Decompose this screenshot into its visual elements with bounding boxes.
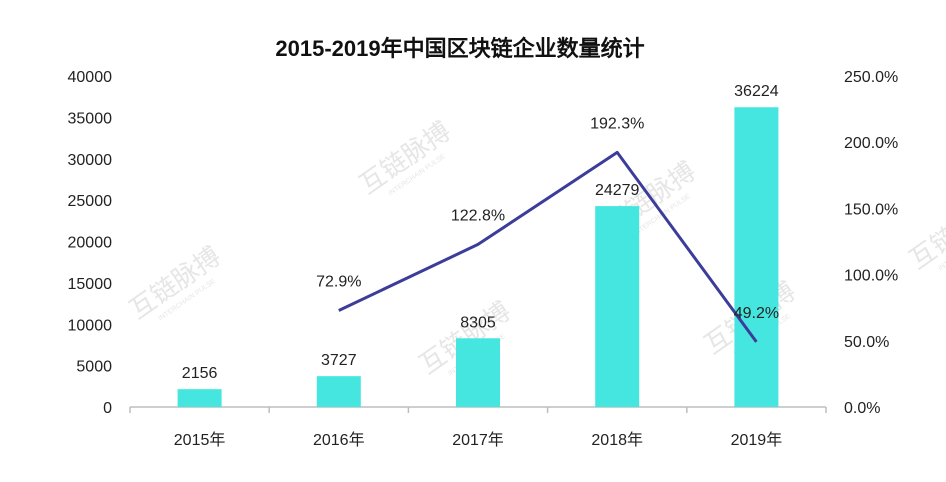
bar-value-label: 24279 [595, 182, 640, 199]
line-series [338, 150, 758, 343]
left-axis-tick-label: 10000 [68, 317, 113, 334]
x-axis-category-label: 2017年 [452, 431, 504, 449]
x-axis-ticks [129, 407, 827, 413]
right-axis-tick-label: 100.0% [844, 268, 898, 285]
right-axis-tick-label: 150.0% [844, 201, 898, 218]
bar-value-labels: 2156 3727 8305 24279 36224 [182, 83, 779, 382]
bar [595, 206, 640, 407]
line-value-label: 122.8% [451, 207, 505, 224]
left-axis-tick-label: 20000 [68, 235, 113, 252]
bar [456, 338, 500, 407]
line-value-labels: 72.9% 122.8% 192.3% 49.2% [316, 115, 779, 321]
chart-title: 2015-2019年中国区块链企业数量统计 [275, 36, 644, 61]
right-axis-labels: 0.0% 50.0% 100.0% 150.0% 200.0% 250.0% [844, 69, 898, 417]
left-axis-tick-label: 5000 [76, 359, 112, 376]
bar [734, 107, 779, 407]
bar-series [177, 107, 779, 407]
bar [177, 389, 222, 407]
right-axis-tick-label: 0.0% [844, 400, 880, 417]
right-axis-tick-label: 50.0% [844, 334, 889, 351]
x-axis-category-label: 2018年 [591, 431, 643, 449]
x-axis-labels: 2015年 2016年 2017年 2018年 2019年 [174, 431, 782, 449]
x-axis-category-label: 2016年 [313, 431, 365, 449]
watermark-text: 互链脉搏 [904, 191, 946, 275]
left-axis-tick-label: 0 [103, 400, 112, 417]
left-axis-labels: 0 5000 10000 15000 20000 25000 30000 35000 40000 [68, 69, 113, 417]
left-axis-tick-label: 35000 [68, 110, 113, 127]
line-value-label: 192.3% [590, 115, 644, 132]
bar-value-label: 3727 [321, 352, 357, 369]
bar-value-label: 36224 [734, 83, 779, 100]
line-value-label: 72.9% [316, 273, 361, 290]
bar [316, 376, 361, 407]
bar-value-label: 8305 [460, 314, 496, 331]
left-axis-tick-label: 40000 [68, 69, 113, 86]
growth-line [338, 150, 758, 343]
left-axis-tick-label: 30000 [68, 152, 113, 169]
x-axis-category-label: 2019年 [731, 431, 783, 449]
left-axis-tick-label: 25000 [68, 193, 113, 210]
line-value-label: 49.2% [734, 305, 779, 322]
right-axis-tick-label: 250.0% [844, 69, 898, 86]
bar-value-label: 2156 [182, 365, 218, 382]
right-axis-tick-label: 200.0% [844, 135, 898, 152]
x-axis-category-label: 2015年 [174, 431, 226, 449]
left-axis-tick-label: 15000 [68, 276, 113, 293]
